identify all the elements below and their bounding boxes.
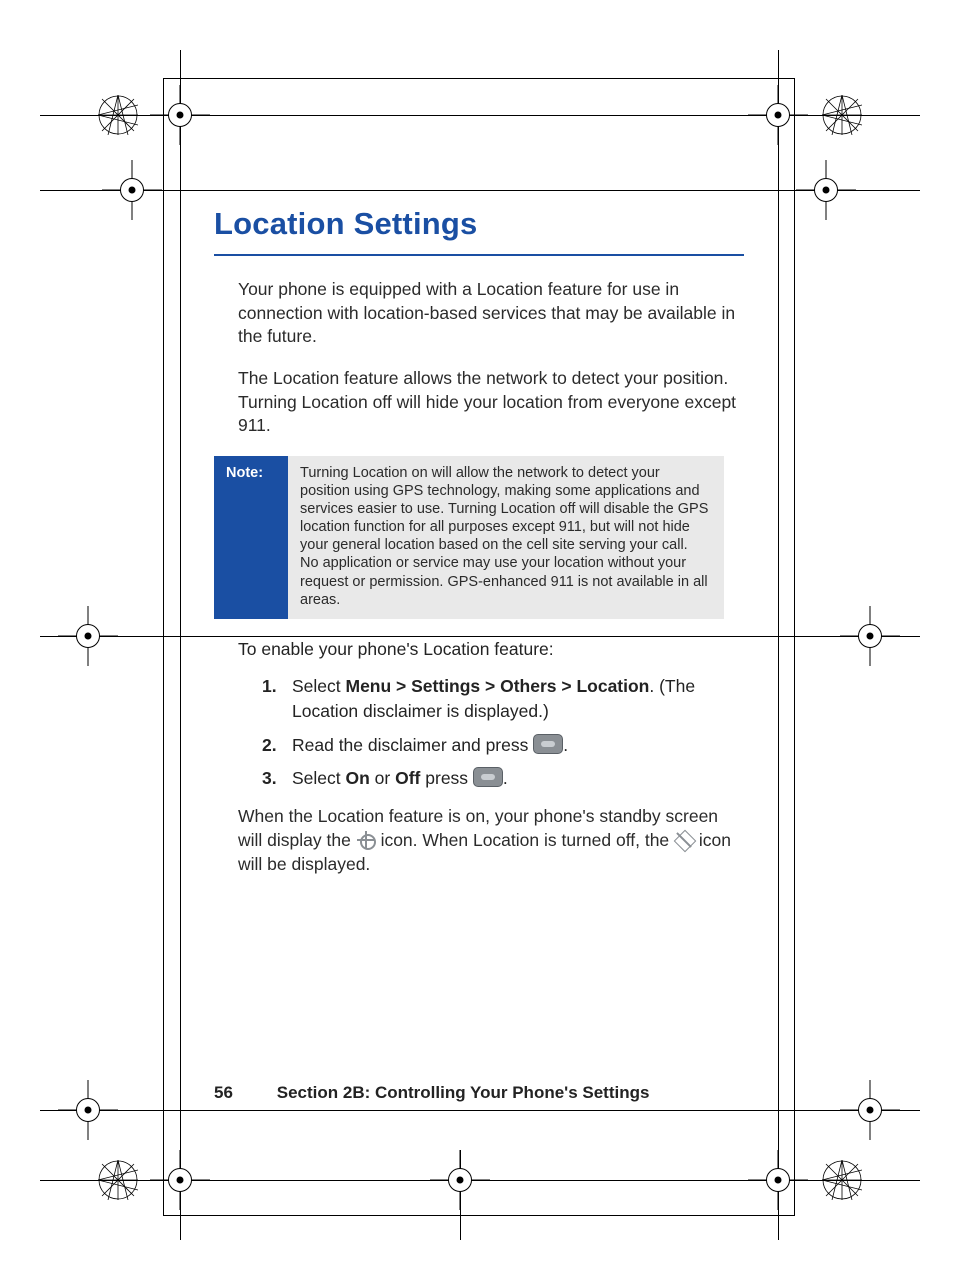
procedure-lead: To enable your phone's Location feature: [214,639,744,660]
page-title: Location Settings [214,206,744,242]
step-text: Select On or Off press . [292,768,508,788]
starburst-icon [98,95,138,135]
step-2: 2. Read the disclaimer and press . [262,733,744,758]
starburst-icon [822,1160,862,1200]
registration-mark-icon [764,101,792,129]
ok-button-icon [473,767,503,787]
registration-mark-icon [764,1166,792,1194]
registration-mark-icon [856,1096,884,1124]
note-box: Note: Turning Location on will allow the… [214,456,724,619]
intro-paragraph-2: The Location feature allows the network … [214,367,744,438]
registration-mark-icon [118,176,146,204]
step-1: 1. Select Menu > Settings > Others > Loc… [262,674,744,725]
title-rule [214,254,744,256]
note-label: Note: [214,456,288,619]
step-text: Select Menu > Settings > Others > Locati… [292,676,695,721]
crop-line [180,50,181,1240]
registration-mark-icon [166,101,194,129]
starburst-icon [98,1160,138,1200]
registration-mark-icon [166,1166,194,1194]
registration-mark-icon [856,622,884,650]
location-on-icon [356,830,376,850]
step-3: 3. Select On or Off press . [262,766,744,791]
registration-mark-icon [446,1166,474,1194]
note-body: Turning Location on will allow the netwo… [288,456,724,619]
crop-line [778,50,779,1240]
ok-button-icon [533,734,563,754]
step-number: 2. [262,733,277,758]
step-number: 1. [262,674,277,699]
closing-paragraph: When the Location feature is on, your ph… [214,805,744,876]
intro-paragraph-1: Your phone is equipped with a Location f… [214,278,744,349]
registration-mark-icon [74,1096,102,1124]
crop-line [40,190,920,191]
location-off-icon [674,830,694,850]
section-label: Section 2B: Controlling Your Phone's Set… [277,1083,650,1102]
step-text: Read the disclaimer and press . [292,735,568,755]
procedure-steps: 1. Select Menu > Settings > Others > Loc… [214,674,744,792]
crop-line [40,1110,920,1111]
page-content: Location Settings Your phone is equipped… [214,206,744,894]
registration-mark-icon [812,176,840,204]
registration-mark-icon [74,622,102,650]
page-footer: 56 Section 2B: Controlling Your Phone's … [214,1083,744,1103]
step-number: 3. [262,766,277,791]
starburst-icon [822,95,862,135]
page-number: 56 [214,1083,272,1103]
